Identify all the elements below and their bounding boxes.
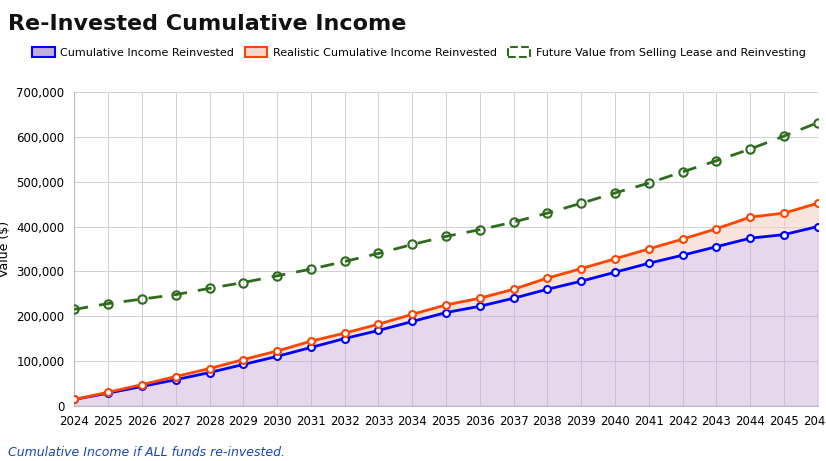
- Legend: Cumulative Income Reinvested, Realistic Cumulative Income Reinvested, Future Val: Cumulative Income Reinvested, Realistic …: [28, 43, 810, 62]
- Text: Cumulative Income if ALL funds re-invested.: Cumulative Income if ALL funds re-invest…: [8, 446, 285, 459]
- Text: Re-Invested Cumulative Income: Re-Invested Cumulative Income: [8, 14, 406, 34]
- Y-axis label: Value ($): Value ($): [0, 221, 11, 277]
